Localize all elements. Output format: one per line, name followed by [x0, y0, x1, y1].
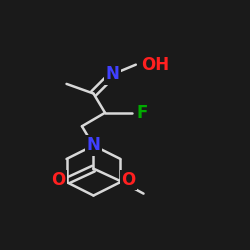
- Text: O: O: [51, 171, 66, 189]
- Text: O: O: [122, 171, 136, 189]
- Text: OH: OH: [142, 56, 170, 74]
- Text: N: N: [86, 136, 101, 154]
- Text: F: F: [137, 104, 148, 122]
- Text: N: N: [106, 65, 120, 83]
